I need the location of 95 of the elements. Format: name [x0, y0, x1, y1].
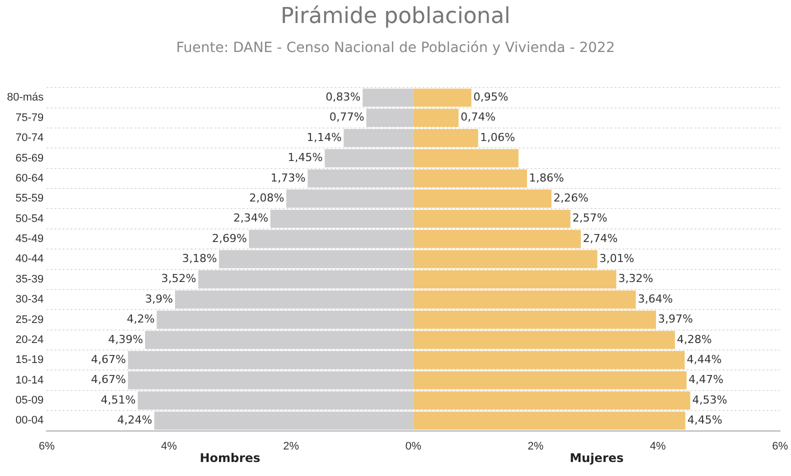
y-tick-label: 80-más — [6, 92, 44, 104]
annotation: 4,67% — [91, 373, 126, 386]
annotation: 2,08% — [249, 191, 284, 204]
bar — [413, 128, 478, 148]
bar — [154, 412, 414, 430]
bar — [413, 230, 581, 248]
x-tick-label: 4% — [650, 440, 666, 452]
chart-title: Pirámide poblacional — [280, 4, 512, 29]
data-label: 3,01% — [599, 252, 634, 266]
bar — [413, 412, 686, 430]
y-tick-label: 50-54 — [16, 212, 44, 225]
x-tick-label: 6% — [38, 440, 55, 452]
x-tick-label: 2% — [528, 440, 544, 452]
bar — [413, 290, 636, 309]
bar — [175, 290, 414, 309]
bar — [324, 149, 414, 168]
bar — [413, 310, 656, 329]
bar — [413, 270, 616, 288]
y-tick-label: 10-14 — [16, 374, 44, 386]
bar — [198, 270, 414, 288]
data-label: 4,47% — [688, 373, 724, 386]
annotation: 4,51% — [100, 393, 136, 406]
data-label: 1,06% — [480, 130, 516, 144]
bar — [413, 169, 528, 188]
series-label: Mujeres — [570, 450, 624, 465]
data-label: 4,45% — [687, 414, 722, 427]
y-tick-label: 15-19 — [16, 354, 44, 366]
y-tick-label: 65-69 — [16, 152, 44, 164]
bar — [413, 190, 552, 208]
y-tick-label: 30-34 — [16, 294, 44, 306]
annotation: 2,69% — [212, 232, 247, 245]
x-tick-label: 0% — [405, 440, 422, 452]
bar — [413, 210, 570, 228]
y-tick-label: 55-59 — [16, 192, 44, 205]
annotation: 2,34% — [233, 212, 268, 225]
y-tick-label: 25-29 — [16, 314, 44, 326]
y-tick-label: 70-74 — [16, 132, 44, 144]
data-label: 2,26% — [553, 191, 588, 204]
bar — [413, 108, 459, 127]
bar — [145, 330, 414, 350]
bar — [308, 169, 414, 188]
data-label: 4,53% — [692, 393, 728, 406]
bar — [366, 108, 414, 127]
annotation: 1,73% — [270, 171, 306, 184]
bar — [128, 371, 414, 390]
data-label: 4,28% — [676, 332, 712, 346]
annotation: 4,24% — [117, 414, 152, 427]
data-label: 4,44% — [686, 353, 722, 366]
y-tick-label: 40-44 — [16, 253, 44, 266]
bar — [413, 351, 685, 370]
annotation: 0,77% — [329, 110, 364, 124]
bar — [128, 351, 414, 370]
y-tick-label: 00-04 — [16, 414, 44, 427]
bar — [413, 391, 690, 410]
y-tick-label: 60-64 — [16, 172, 44, 184]
data-label: 3,32% — [618, 272, 654, 286]
bar — [344, 128, 414, 148]
annotation: 3,52% — [161, 272, 196, 286]
chart-subtitle: Fuente: DANE - Censo Nacional de Población y Vivienda - 2022 — [175, 40, 616, 56]
bar — [413, 250, 598, 268]
bar — [413, 88, 472, 107]
annotation: 4,67% — [91, 353, 126, 366]
bar — [270, 210, 414, 228]
bar — [413, 371, 687, 390]
data-label: 1,86% — [529, 171, 564, 184]
bar — [248, 230, 414, 248]
annotation: 3,9% — [145, 292, 174, 306]
bar — [286, 190, 414, 208]
x-tick-label: 4% — [160, 440, 178, 452]
annotation: 4,2% — [126, 312, 155, 326]
bar — [156, 310, 414, 329]
annotation: 4,39% — [108, 332, 144, 346]
bar — [138, 391, 414, 410]
annotation: 1,14% — [306, 130, 342, 144]
y-tick-label: 20-24 — [16, 334, 44, 346]
bar — [413, 330, 675, 350]
data-label: 2,74% — [582, 232, 618, 245]
data-label: 3,64% — [638, 292, 673, 306]
data-label: 3,97% — [658, 312, 693, 326]
y-tick-label: 45-49 — [16, 233, 44, 246]
bar — [413, 149, 518, 168]
data-label: 0,74% — [460, 110, 496, 124]
x-tick-label: 2% — [283, 440, 300, 452]
y-tick-label: 05-09 — [16, 394, 44, 407]
y-tick-label: 75-79 — [16, 112, 44, 124]
annotation: 3,18% — [182, 252, 218, 266]
series-label: Hombres — [200, 450, 260, 465]
annotation: 0,83% — [326, 90, 361, 104]
x-tick-label: 6% — [772, 440, 788, 452]
y-tick-label: 35-39 — [16, 273, 44, 286]
bar — [362, 88, 414, 107]
annotation: 1,45% — [288, 151, 323, 164]
data-label: 0,95% — [473, 90, 508, 104]
data-label: 2,57% — [572, 212, 608, 225]
bar — [219, 250, 414, 268]
